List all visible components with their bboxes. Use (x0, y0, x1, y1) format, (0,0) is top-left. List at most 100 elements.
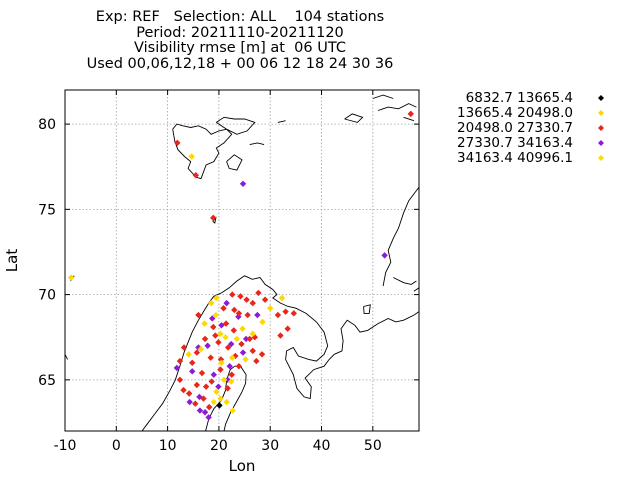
x-tick-label: 30 (261, 438, 279, 454)
station-marker (239, 349, 247, 356)
station-marker (233, 335, 241, 343)
station-marker (215, 383, 222, 390)
station-marker (195, 311, 202, 319)
coastline (216, 116, 256, 135)
legend-label: 20498.0 27330.7 (457, 120, 573, 136)
station-marker (220, 376, 228, 384)
plot-frame (64, 89, 420, 432)
legend-marker (598, 140, 604, 146)
station-marker (213, 388, 220, 395)
station-marker (193, 349, 201, 356)
station-marker (228, 340, 235, 348)
station-marker (196, 407, 204, 414)
station-marker (216, 402, 223, 409)
station-marker (229, 291, 236, 298)
station-marker (381, 252, 388, 259)
station-marker (201, 409, 209, 416)
station-marker (238, 340, 245, 348)
station-marker (290, 310, 298, 317)
coastline (249, 142, 265, 146)
station-marker (254, 311, 261, 319)
station-marker (210, 371, 217, 378)
coastline (277, 120, 286, 123)
station-marker (228, 371, 235, 378)
station-marker (176, 376, 184, 384)
station-marker (282, 308, 289, 315)
x-tick-label: 50 (364, 438, 382, 454)
station-marker (205, 403, 213, 411)
coastline (363, 304, 371, 314)
legend-marker (598, 155, 604, 161)
station-marker (176, 357, 184, 365)
title-line: Used 00,06,12,18 + 00 06 12 18 24 30 36 (86, 55, 394, 72)
station-marker (217, 330, 224, 338)
station-marker (246, 335, 253, 343)
station-marker (267, 305, 274, 312)
station-marker (180, 344, 188, 351)
station-marker (174, 139, 181, 147)
station-marker (186, 398, 193, 406)
coastline (223, 365, 247, 431)
station-marker (235, 363, 243, 370)
station-marker (255, 289, 262, 297)
station-marker (239, 325, 246, 332)
y-tick-label: 75 (38, 202, 56, 218)
station-marker (229, 407, 236, 414)
coastline (226, 154, 243, 171)
station-marker (231, 306, 238, 314)
station-marker (208, 378, 215, 385)
x-axis-label: Lon (229, 457, 256, 475)
y-tick-label: 70 (38, 288, 56, 304)
station-marker (217, 366, 224, 373)
station-marker (67, 274, 75, 281)
station-marker (274, 311, 282, 319)
station-marker (189, 368, 196, 375)
station-marker (258, 351, 266, 358)
coastline (172, 123, 233, 180)
title-line: Visibility rmse [m] at 06 UTC (134, 40, 346, 56)
station-marker (249, 330, 256, 338)
station-marker (223, 398, 230, 406)
station-marker (202, 383, 210, 390)
x-tick-label: -10 (54, 438, 77, 454)
station-marker (180, 386, 187, 394)
station-marker (201, 335, 209, 343)
station-marker (243, 296, 250, 303)
station-marker (212, 332, 219, 339)
station-marker (193, 381, 201, 389)
station-marker (210, 214, 217, 222)
station-marker (226, 363, 233, 370)
legend-marker (598, 125, 604, 131)
station-marker (223, 299, 230, 307)
station-marker (185, 390, 193, 397)
station-marker (222, 334, 229, 341)
station-marker (217, 395, 224, 402)
station-marker (224, 344, 232, 351)
station-marker (242, 335, 250, 343)
station-marker (197, 345, 205, 353)
coastline (403, 116, 415, 122)
station-marker (209, 315, 216, 322)
y-tick-label: 80 (38, 117, 56, 133)
coastline (372, 94, 394, 99)
legend-label: 34163.4 40996.1 (457, 150, 573, 166)
station-marker (237, 293, 244, 300)
x-tick-label: 10 (159, 438, 177, 454)
station-marker (220, 305, 227, 312)
station-marker (235, 313, 242, 320)
coastlines (65, 94, 419, 431)
station-marker (196, 393, 203, 401)
station-marker (230, 327, 237, 334)
station-marker (222, 320, 230, 327)
station-markers (67, 110, 414, 421)
y-tick-label: 65 (38, 373, 56, 389)
coastline (141, 275, 419, 431)
station-marker (213, 294, 220, 302)
station-marker (261, 296, 269, 303)
station-marker (218, 359, 225, 366)
station-marker (244, 311, 251, 319)
station-marker (253, 357, 260, 365)
station-marker (189, 359, 196, 366)
station-marker (407, 110, 414, 118)
station-marker (249, 299, 256, 307)
